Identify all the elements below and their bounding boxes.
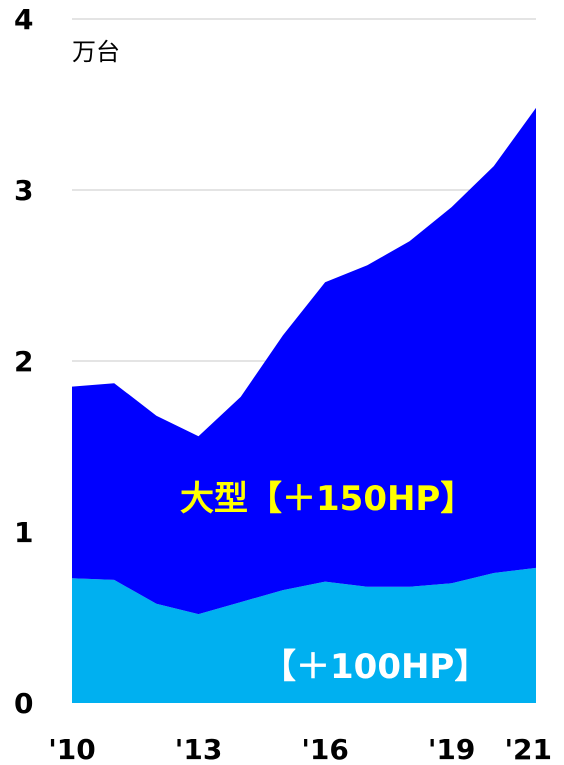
y-tick-label: 0: [14, 687, 33, 720]
x-tick-label: '19: [428, 733, 476, 765]
series-label-large: 大型【＋150HP】: [180, 479, 474, 519]
y-tick-label: 3: [14, 174, 33, 207]
area-series: [72, 107, 536, 703]
area-series-0: [72, 567, 536, 703]
unit-label: 万台: [72, 38, 120, 66]
x-tick-label: '21: [504, 733, 552, 765]
x-tick-label: '13: [175, 733, 223, 765]
y-tick-label: 4: [14, 3, 33, 36]
y-tick-label: 2: [14, 345, 33, 378]
y-axis-ticks: 0 1 2 3 4: [14, 3, 33, 720]
x-axis-ticks: '10 '13 '16 '19 '21: [48, 733, 552, 765]
series-label-small: 【＋100HP】: [262, 647, 488, 687]
area-series-1: [72, 107, 536, 615]
x-tick-label: '16: [301, 733, 349, 765]
x-tick-label: '10: [48, 733, 96, 765]
y-tick-label: 1: [14, 516, 33, 549]
